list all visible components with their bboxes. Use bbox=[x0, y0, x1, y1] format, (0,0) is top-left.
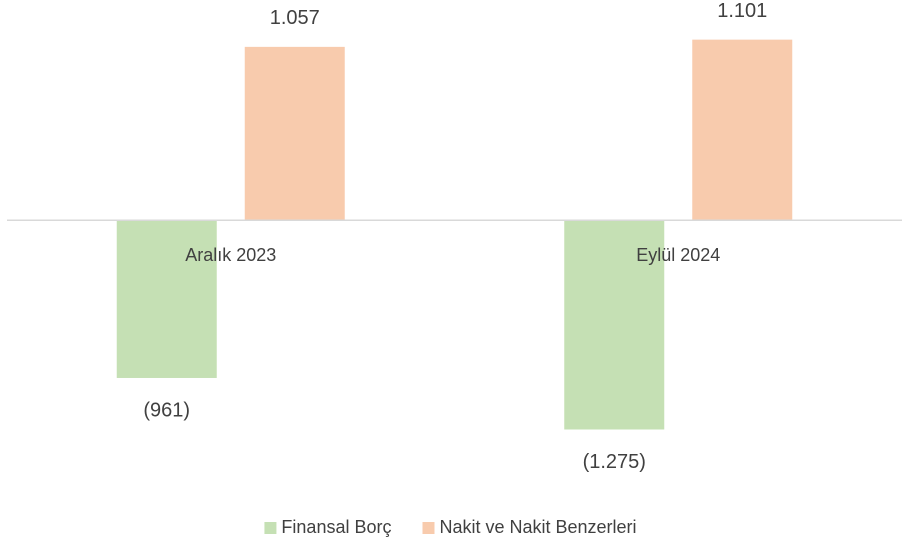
data-label: (1.275) bbox=[583, 451, 646, 473]
data-label: 1.101 bbox=[717, 0, 767, 22]
bar bbox=[244, 46, 345, 221]
legend-label: Nakit ve Nakit Benzerleri bbox=[439, 517, 636, 537]
x-tick-label: Aralık 2023 bbox=[185, 245, 276, 265]
data-label: (961) bbox=[143, 399, 190, 421]
data-label: 1.057 bbox=[270, 7, 320, 29]
bar bbox=[692, 39, 793, 221]
legend-label: Finansal Borç bbox=[281, 517, 391, 537]
legend-swatch bbox=[422, 522, 435, 534]
bar bbox=[564, 220, 665, 430]
x-tick-label: Eylül 2024 bbox=[636, 245, 720, 265]
legend-swatch bbox=[264, 522, 277, 534]
bar bbox=[116, 220, 217, 378]
